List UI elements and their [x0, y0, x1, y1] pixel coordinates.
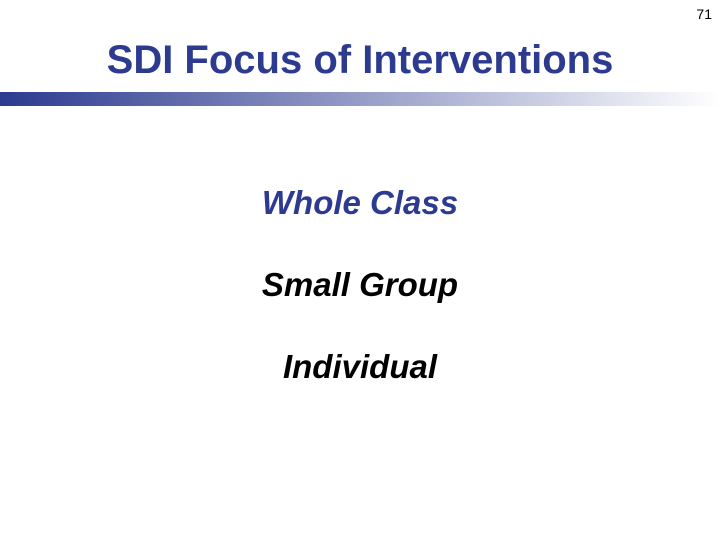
- item-whole-class: Whole Class: [0, 184, 720, 222]
- underline-rect: [0, 92, 720, 106]
- title-underline: [0, 92, 720, 106]
- item-small-group: Small Group: [0, 266, 720, 304]
- content-list: Whole Class Small Group Individual: [0, 140, 720, 430]
- slide-title: SDI Focus of Interventions: [0, 38, 720, 83]
- page-number: 71: [696, 6, 712, 22]
- item-individual: Individual: [0, 348, 720, 386]
